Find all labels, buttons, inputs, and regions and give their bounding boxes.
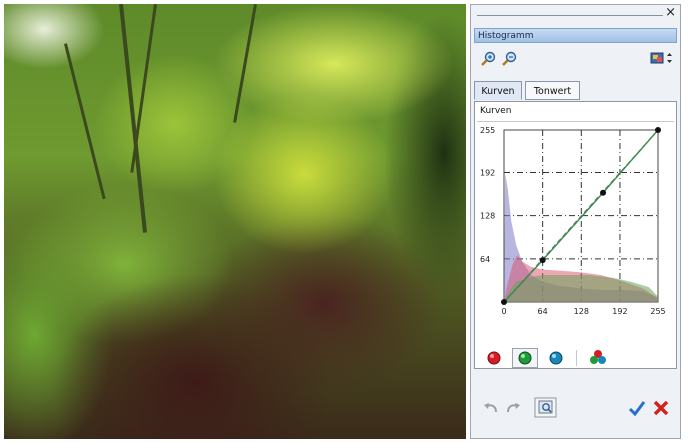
preview-icon[interactable] [534, 397, 558, 419]
x-tick-label: 255 [650, 307, 665, 316]
rgb-channels-icon [590, 350, 606, 364]
cancel-x-icon[interactable] [652, 399, 670, 417]
footer-toolbar [474, 393, 677, 423]
close-icon[interactable]: × [665, 5, 676, 20]
divider [477, 121, 674, 122]
undo-icon[interactable] [482, 400, 500, 416]
y-tick-label: 192 [480, 168, 495, 177]
y-tick-label: 128 [480, 212, 495, 221]
curve-point[interactable] [655, 127, 661, 133]
photo-canvas[interactable] [4, 4, 466, 439]
tab-tonwert[interactable]: Tonwert [525, 81, 580, 100]
curve-line[interactable] [503, 129, 659, 303]
zoom-out-icon[interactable] [501, 51, 517, 67]
panel-grip[interactable] [477, 15, 663, 16]
x-tick-label: 64 [538, 307, 548, 316]
red-channel-icon [487, 351, 501, 365]
apply-check-icon[interactable] [628, 399, 646, 417]
channel-rgb-button[interactable] [585, 348, 611, 368]
channel-green-button[interactable] [512, 348, 538, 368]
panel-title: Histogramm [474, 28, 677, 43]
zoom-in-icon[interactable] [480, 51, 496, 67]
green-channel-icon [518, 351, 532, 365]
redo-icon[interactable] [504, 400, 522, 416]
curve-point[interactable] [600, 189, 607, 196]
x-tick-label: 192 [612, 307, 627, 316]
x-axis-labels: 0 64 128 192 255 [501, 307, 665, 316]
display-options-icon[interactable] [650, 51, 674, 67]
blue-channel-icon [549, 351, 563, 365]
curve-point[interactable] [501, 299, 507, 305]
curves-graph[interactable]: 255 192 128 64 0 64 128 192 255 [475, 126, 676, 336]
curves-group: Kurven 255 192 128 64 0 64 128 192 255 [474, 101, 677, 369]
histogram [504, 173, 658, 302]
channel-blue-button[interactable] [543, 348, 569, 368]
divider [576, 350, 577, 366]
y-axis-labels: 255 192 128 64 [480, 126, 495, 264]
tab-kurven[interactable]: Kurven [474, 81, 522, 100]
tab-bar: Kurven Tonwert [474, 81, 677, 101]
histogram-green [504, 275, 658, 302]
x-tick-label: 128 [574, 307, 589, 316]
zoom-toolbar [474, 46, 677, 72]
tone-curve[interactable] [501, 127, 661, 305]
curve-point[interactable] [539, 257, 546, 264]
y-tick-label: 64 [480, 255, 490, 264]
histogram-panel: × Histogramm Kurven Tonwert Kurven [470, 4, 681, 439]
y-tick-label: 255 [480, 126, 495, 135]
channel-red-button[interactable] [481, 348, 507, 368]
curves-group-label: Kurven [480, 106, 512, 116]
channel-selector [475, 348, 676, 370]
x-tick-label: 0 [501, 307, 506, 316]
